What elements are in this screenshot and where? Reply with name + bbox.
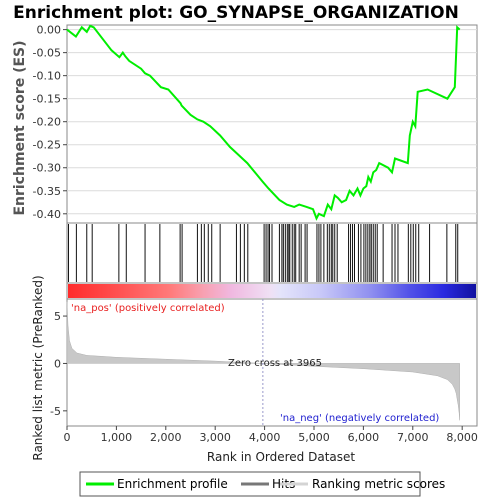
legend: Enrichment profile Hits Ranking metric s… (79, 471, 445, 497)
x-tick-label: 4,000 (249, 431, 281, 444)
metric-x-axis: 0 1,000 2,000 3,000 4,000 5,000 6,000 7,000 8,00… (64, 426, 478, 444)
band-gradient (68, 284, 476, 298)
hits-panel (66, 222, 478, 284)
ranking-metric-area (66, 301, 460, 421)
x-tick-label: 8,000 (446, 431, 478, 444)
es-y-tick-label: -0.20 (33, 116, 61, 129)
x-tick-label: 1,000 (101, 431, 133, 444)
x-tick-label: 3,000 (199, 431, 231, 444)
es-y-tick-label: -0.35 (33, 185, 61, 198)
x-tick-label: 5,000 (298, 431, 330, 444)
metric-y-tick-label: 5 (54, 310, 61, 323)
legend-metric-label: Ranking metric scores (312, 477, 445, 491)
metric-panel: 50-5 0 1,000 2,000 3,000 4,000 5,000 6,000 7,00… (31, 275, 478, 464)
pos-correlated-label: 'na_pos' (positively correlated) (71, 303, 225, 314)
es-plot-frame (66, 24, 478, 224)
metric-y-axis: 5 0 -5 (50, 310, 67, 418)
es-y-tick-label: -0.25 (33, 139, 61, 152)
es-y-tick-label: -0.10 (33, 70, 61, 83)
chart-title: Enrichment plot: GO_SYNAPSE_ORGANIZATION (13, 3, 459, 23)
metric-y-tick-label: 0 (54, 357, 61, 370)
enrichment-profile-line (66, 24, 461, 221)
legend-profile-label: Enrichment profile (117, 477, 228, 491)
hit-markers (67, 224, 459, 282)
metric-y-axis-label: Ranked list metric (PreRanked) (31, 275, 45, 460)
metric-y-tick-label: -5 (50, 405, 61, 418)
es-y-tick-label: -0.30 (33, 162, 61, 175)
es-y-tick-label: 0.00 (37, 24, 62, 37)
es-y-axis-label: Enrichment score (ES) (12, 40, 28, 215)
x-tick-label: 2,000 (150, 431, 182, 444)
x-axis-label: Rank in Ordered Dataset (207, 450, 355, 464)
neg-correlated-label: 'na_neg' (negatively correlated) (280, 413, 439, 424)
ranking-color-band (66, 282, 478, 300)
es-y-tick-label: -0.15 (33, 93, 61, 106)
x-tick-label: 6,000 (348, 431, 380, 444)
es-y-tick-label: -0.40 (33, 208, 61, 221)
x-tick-label: 0 (64, 431, 71, 444)
zero-cross-label: Zero cross at 3965 (228, 358, 322, 369)
x-tick-label: 7,000 (397, 431, 429, 444)
es-y-axis: 0.00 -0.05 -0.10 -0.15 -0.20 -0.25 -0.30 -0.35 -… (33, 24, 67, 221)
es-panel: 0.00 -0.05 -0.10 -0.15 -0.20 -0.25 -0.30 -0.35 -… (12, 24, 478, 224)
es-y-tick-label: -0.05 (33, 47, 61, 60)
